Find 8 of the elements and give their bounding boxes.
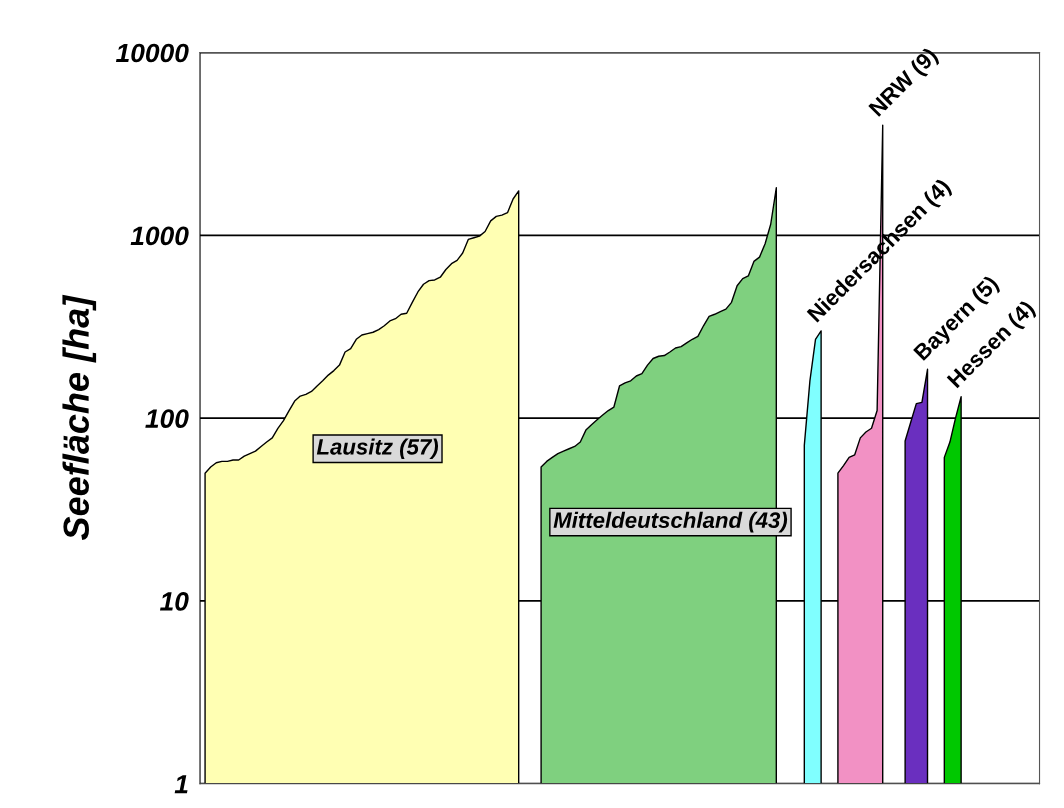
y-tick-label: 10 [160, 592, 189, 611]
series-label: Mitteldeutschland (43) [553, 511, 788, 533]
y-tick-label: 1000 [130, 226, 189, 246]
y-axis-title: Seefläche [ha] [62, 294, 97, 541]
y-tick-label: 10000 [115, 43, 189, 63]
y-tick-label: 1 [174, 775, 188, 794]
series-label: Lausitz (57) [316, 438, 439, 460]
y-tick-label: 100 [145, 409, 189, 428]
